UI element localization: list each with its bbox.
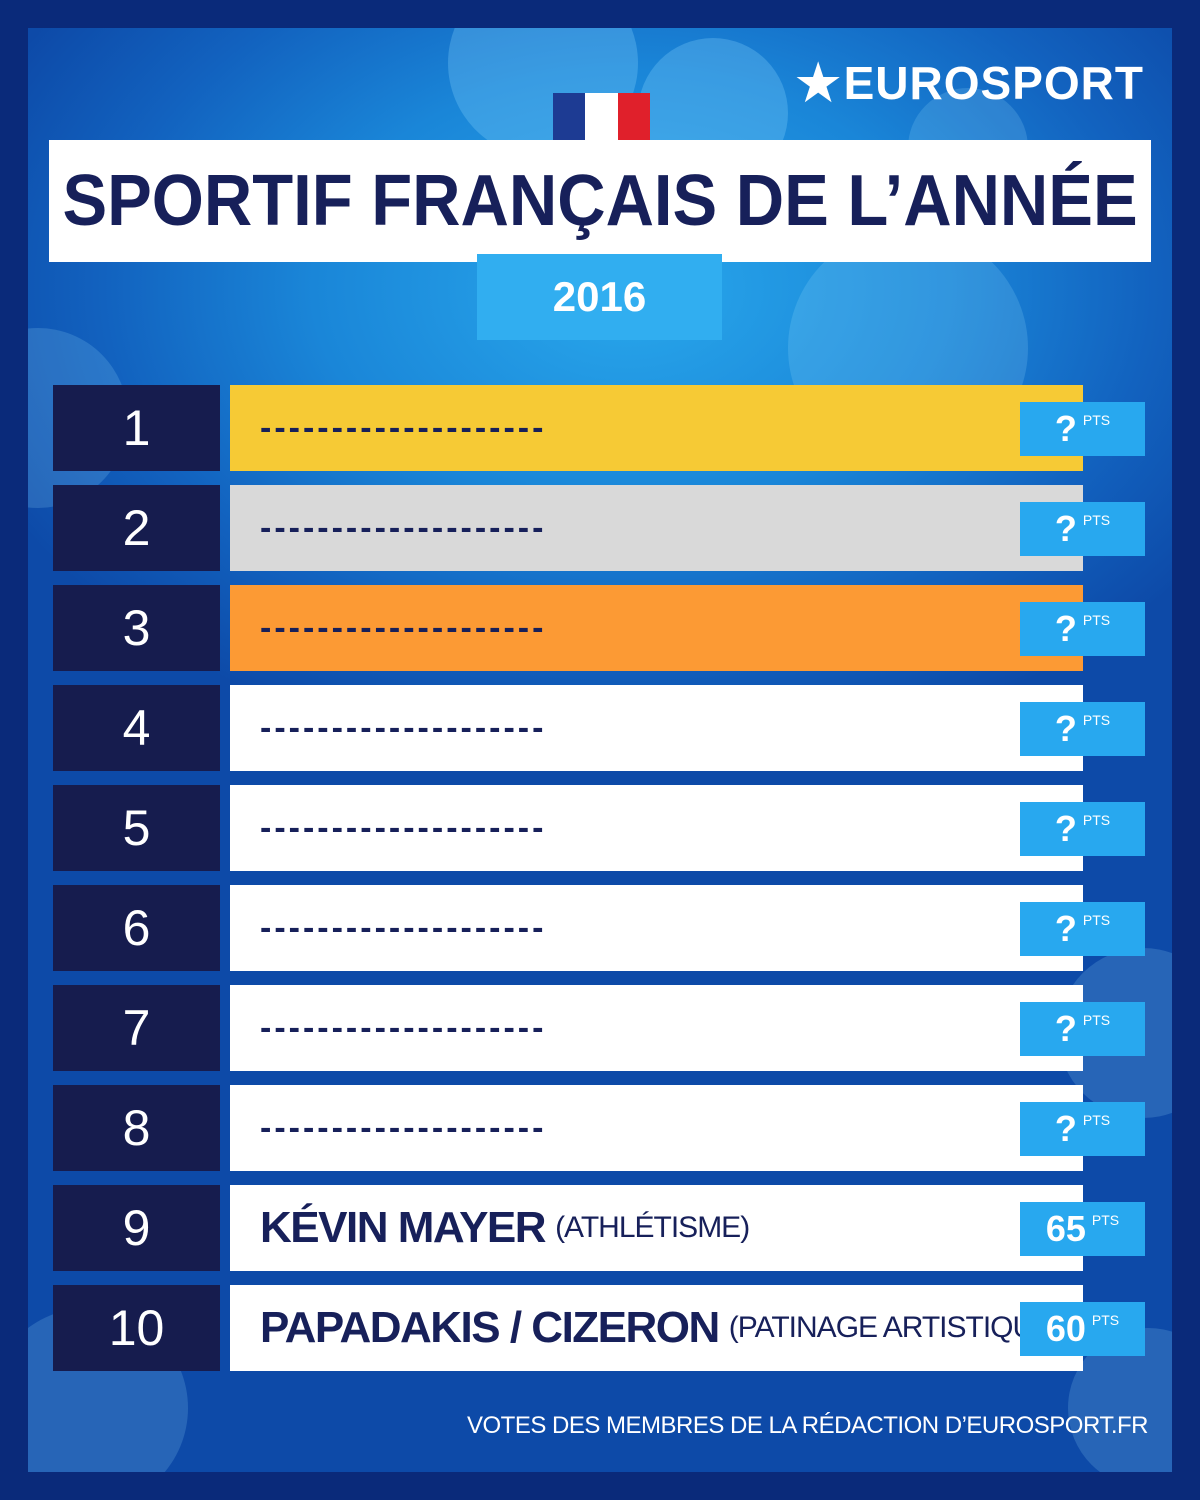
rank-number: 7 — [53, 985, 220, 1071]
hidden-athlete-placeholder: -------------------- — [260, 908, 547, 947]
points-value: 65 — [1045, 1208, 1086, 1249]
hidden-athlete-placeholder: -------------------- — [260, 608, 547, 647]
athlete-bar: -------------------- — [230, 385, 1083, 471]
ranking-row: 2 --------------------? PTS — [53, 485, 1145, 571]
hidden-athlete-placeholder: -------------------- — [260, 1008, 547, 1047]
hidden-athlete-placeholder: -------------------- — [260, 508, 547, 547]
rank-number: 8 — [53, 1085, 220, 1171]
points-unit: PTS — [1082, 812, 1111, 828]
athlete-bar: -------------------- — [230, 885, 1083, 971]
points-unit: PTS — [1091, 1312, 1120, 1328]
points-unit: PTS — [1082, 912, 1111, 928]
rank-number: 9 — [53, 1185, 220, 1271]
points-value: ? — [1054, 1108, 1077, 1149]
ranking-row: 4 --------------------? PTS — [53, 685, 1145, 771]
athlete-bar: KÉVIN MAYER (ATHLÉTISME) — [230, 1185, 1083, 1271]
points-value: ? — [1054, 508, 1077, 549]
title-box: SPORTIF FRANÇAIS DE L’ANNÉE — [49, 140, 1151, 262]
ranking-row: 10 PAPADAKIS / CIZERON (PATINAGE ARTISTIQU… — [53, 1285, 1145, 1371]
points-value: ? — [1054, 808, 1077, 849]
points-value: 60 — [1045, 1308, 1086, 1349]
ranking-row: 1 --------------------? PTS — [53, 385, 1145, 471]
athlete-bar: -------------------- — [230, 985, 1083, 1071]
logo-text: EUROSPORT — [843, 57, 1144, 109]
points-badge: ? PTS — [1020, 902, 1145, 956]
points-badge: ? PTS — [1020, 702, 1145, 756]
points-value: ? — [1054, 608, 1077, 649]
hidden-athlete-placeholder: -------------------- — [260, 708, 547, 747]
rank-number: 5 — [53, 785, 220, 871]
ranking-row: 5 --------------------? PTS — [53, 785, 1145, 871]
points-value: ? — [1054, 1008, 1077, 1049]
ranking-row: 8 --------------------? PTS — [53, 1085, 1145, 1171]
rank-number: 10 — [53, 1285, 220, 1371]
points-unit: PTS — [1082, 1112, 1111, 1128]
athlete-bar: -------------------- — [230, 1085, 1083, 1171]
hidden-athlete-placeholder: -------------------- — [260, 1108, 547, 1147]
athlete-bar: -------------------- — [230, 585, 1083, 671]
rank-number: 4 — [53, 685, 220, 771]
athlete-sport: (PATINAGE ARTISTIQUE) — [728, 1311, 1062, 1344]
points-unit: PTS — [1082, 512, 1111, 528]
points-value: ? — [1054, 408, 1077, 449]
points-badge: ? PTS — [1020, 502, 1145, 556]
points-unit: PTS — [1082, 612, 1111, 628]
points-value: ? — [1054, 708, 1077, 749]
athlete-bar: PAPADAKIS / CIZERON (PATINAGE ARTISTIQUE) — [230, 1285, 1083, 1371]
points-badge: ? PTS — [1020, 802, 1145, 856]
ranking-row: 7 --------------------? PTS — [53, 985, 1145, 1071]
hidden-athlete-placeholder: -------------------- — [260, 808, 547, 847]
rank-number: 6 — [53, 885, 220, 971]
points-unit: PTS — [1082, 712, 1111, 728]
ranking-row: 9 KÉVIN MAYER (ATHLÉTISME) 65 PTS — [53, 1185, 1145, 1271]
athlete-name: KÉVIN MAYER — [260, 1203, 547, 1252]
points-unit: PTS — [1091, 1212, 1120, 1228]
rank-number: 1 — [53, 385, 220, 471]
athlete-bar: -------------------- — [230, 685, 1083, 771]
ranking-row: 3 --------------------? PTS — [53, 585, 1145, 671]
points-badge: ? PTS — [1020, 1002, 1145, 1056]
hidden-athlete-placeholder: -------------------- — [260, 408, 547, 447]
points-value: ? — [1054, 908, 1077, 949]
points-badge: 65 PTS — [1020, 1202, 1145, 1256]
star-icon: ★ — [795, 55, 842, 111]
year-label: 2016 — [552, 273, 647, 320]
footer-note: VOTES DES MEMBRES DE LA RÉDACTION D’EURO… — [466, 1412, 1149, 1439]
athlete-bar: -------------------- — [230, 485, 1083, 571]
points-badge: 60 PTS — [1020, 1302, 1145, 1356]
page-title: SPORTIF FRANÇAIS DE L’ANNÉE — [62, 161, 1138, 241]
eurosport-logo: ★ EUROSPORT — [796, 56, 1144, 110]
points-badge: ? PTS — [1020, 402, 1145, 456]
rank-number: 3 — [53, 585, 220, 671]
points-badge: ? PTS — [1020, 602, 1145, 656]
points-badge: ? PTS — [1020, 1102, 1145, 1156]
points-unit: PTS — [1082, 1012, 1111, 1028]
athlete-name: PAPADAKIS / CIZERON — [260, 1303, 720, 1352]
athlete-sport: (ATHLÉTISME) — [555, 1211, 750, 1244]
points-unit: PTS — [1082, 412, 1111, 428]
ranking-row: 6 --------------------? PTS — [53, 885, 1145, 971]
rank-number: 2 — [53, 485, 220, 571]
athlete-bar: -------------------- — [230, 785, 1083, 871]
year-badge: 2016 — [477, 254, 722, 340]
